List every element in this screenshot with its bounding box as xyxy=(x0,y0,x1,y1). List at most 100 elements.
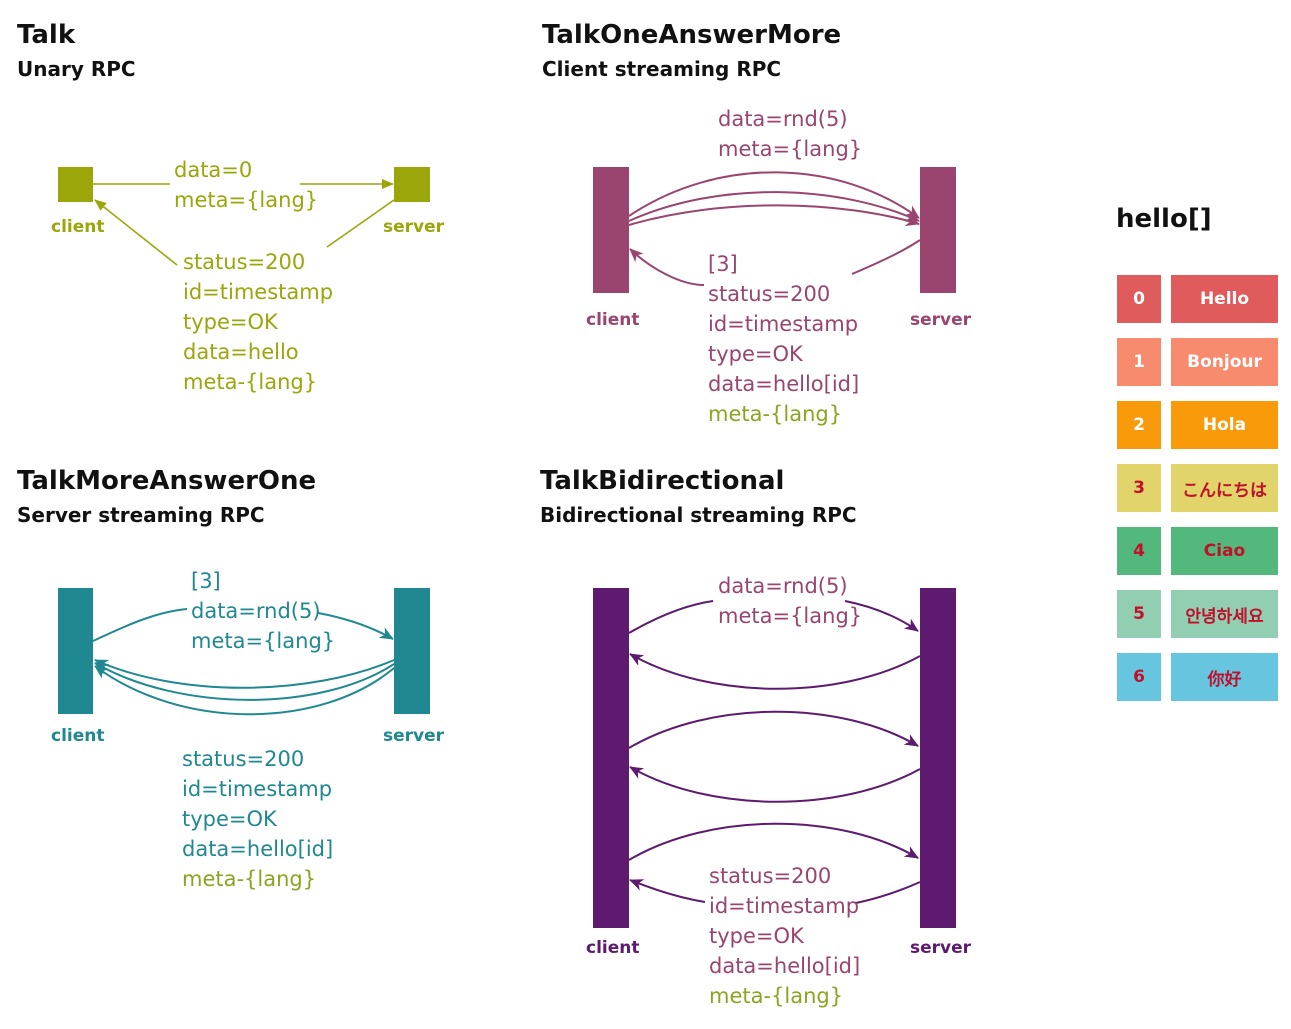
oam-response-line: id=timestamp xyxy=(708,312,859,336)
talk-request-message: data=0 meta={lang} xyxy=(174,155,318,215)
oam-response-line: type=OK xyxy=(708,342,803,366)
mao-request-arrow-left xyxy=(92,608,188,642)
oam-response-line: data=hello[id] xyxy=(708,372,860,396)
talk-subtitle: Unary RPC xyxy=(17,57,136,81)
mao-diagram xyxy=(58,588,430,716)
talk-server-box xyxy=(394,167,430,202)
mao-client-bar xyxy=(58,588,93,714)
oam-server-bar xyxy=(920,167,956,293)
hello-value-cell: Hola xyxy=(1171,401,1278,449)
bidi-response-line: type=OK xyxy=(709,924,804,948)
bidi-request-arrow-2 xyxy=(628,710,919,749)
talk-client-label: client xyxy=(51,217,105,237)
mao-response-arrow-2 xyxy=(94,662,395,701)
bidi-response-arrow-3 xyxy=(629,879,706,903)
mao-request-line: [3] xyxy=(191,569,221,593)
mao-request-arrow xyxy=(317,612,394,640)
mao-server-label: server xyxy=(383,726,445,746)
mao-response-line: status=200 xyxy=(182,747,305,771)
oam-response-line: [3] xyxy=(708,252,738,276)
mao-response-message: status=200 id=timestamp type=OK data=hel… xyxy=(182,744,333,894)
mao-client-label: client xyxy=(51,726,105,746)
talk-response-line: data=hello xyxy=(183,340,299,364)
oam-title: TalkOneAnswerMore xyxy=(542,20,842,50)
talk-response-message: status=200 id=timestamp type=OK data=hel… xyxy=(183,247,333,397)
talk-response-arrow xyxy=(94,199,178,266)
oam-client-bar xyxy=(593,167,629,293)
talk-response-line: status=200 xyxy=(183,250,306,274)
hello-index-cell: 3 xyxy=(1117,464,1161,512)
oam-client-label: client xyxy=(586,310,640,330)
bidi-response-line: id=timestamp xyxy=(709,894,860,918)
talk-server-label: server xyxy=(383,217,445,237)
talk-request-line: data=0 xyxy=(174,158,253,182)
hello-index-cell: 4 xyxy=(1117,527,1161,575)
bidi-diagram xyxy=(593,588,956,928)
mao-request-message: [3] data=rnd(5) meta={lang} xyxy=(191,566,335,656)
talk-response-line: id=timestamp xyxy=(183,280,334,304)
hello-value-cell: Ciao xyxy=(1171,527,1278,575)
hello-index-cell: 5 xyxy=(1117,590,1161,638)
talk-client-box xyxy=(58,167,93,202)
mao-response-line: data=hello[id] xyxy=(182,837,334,861)
oam-request-line: meta={lang} xyxy=(718,137,863,161)
oam-diagram xyxy=(593,167,956,293)
oam-request-arrow-2 xyxy=(628,191,920,222)
talk-request-line: meta={lang} xyxy=(174,188,319,212)
talk-response-line: meta-{lang} xyxy=(183,370,318,394)
bidi-response-arrow-3-right xyxy=(855,881,921,904)
bidi-server-label: server xyxy=(910,938,972,958)
talk-response-line: type=OK xyxy=(183,310,278,334)
hello-index-cell: 2 xyxy=(1117,401,1161,449)
oam-server-label: server xyxy=(910,310,972,330)
bidi-response-line: meta-{lang} xyxy=(709,984,844,1008)
bidi-response-line: data=hello[id] xyxy=(709,954,861,978)
hello-value-cell: Bonjour xyxy=(1171,338,1278,386)
mao-subtitle: Server streaming RPC xyxy=(17,503,265,527)
oam-request-line: data=rnd(5) xyxy=(718,107,848,131)
hello-value-cell: Hello xyxy=(1171,275,1278,323)
oam-response-line: meta-{lang} xyxy=(708,402,843,426)
hello-index-cell: 1 xyxy=(1117,338,1161,386)
bidi-subtitle: Bidirectional streaming RPC xyxy=(540,503,857,527)
mao-request-line: data=rnd(5) xyxy=(191,599,321,623)
mao-response-arrow-1 xyxy=(94,659,395,689)
hello-value-cell: 你好 xyxy=(1171,653,1278,701)
talk-response-arrow-right xyxy=(326,199,395,248)
bidi-title: TalkBidirectional xyxy=(540,466,785,496)
mao-response-arrow-3 xyxy=(94,665,395,716)
oam-request-arrow-1 xyxy=(628,171,920,219)
hello-array-title: hello[] xyxy=(1116,204,1212,234)
bidi-server-bar xyxy=(920,588,956,928)
hello-index-cell: 6 xyxy=(1117,653,1161,701)
hello-index-cell: 0 xyxy=(1117,275,1161,323)
bidi-client-label: client xyxy=(586,938,640,958)
talk-diagram xyxy=(58,167,430,266)
bidi-response-line: status=200 xyxy=(709,864,832,888)
bidi-client-bar xyxy=(593,588,629,928)
mao-response-line: meta-{lang} xyxy=(182,867,317,891)
oam-request-message: data=rnd(5) meta={lang} xyxy=(718,104,862,164)
oam-subtitle: Client streaming RPC xyxy=(542,57,782,81)
bidi-request-line: data=rnd(5) xyxy=(718,574,848,598)
talk-title: Talk xyxy=(17,20,76,50)
mao-title: TalkMoreAnswerOne xyxy=(17,466,317,496)
bidi-request-arrow-1 xyxy=(844,600,919,632)
hello-value-cell: こんにちは xyxy=(1171,464,1278,512)
bidi-request-message: data=rnd(5) meta={lang} xyxy=(718,571,862,631)
oam-response-line: status=200 xyxy=(708,282,831,306)
hello-value-cell: 안녕하세요 xyxy=(1171,590,1278,638)
bidi-request-line: meta={lang} xyxy=(718,604,863,628)
mao-server-bar xyxy=(394,588,430,714)
oam-response-message: [3] status=200 id=timestamp type=OK data… xyxy=(708,249,859,429)
oam-response-arrow-right xyxy=(851,239,921,275)
oam-response-arrow xyxy=(629,248,705,286)
bidi-request-arrow-1-left xyxy=(628,600,714,634)
bidi-response-arrow-2 xyxy=(629,766,921,803)
bidi-request-arrow-3 xyxy=(628,822,919,861)
bidi-response-message: status=200 id=timestamp type=OK data=hel… xyxy=(709,861,860,1011)
mao-response-line: type=OK xyxy=(182,807,277,831)
mao-request-line: meta={lang} xyxy=(191,629,336,653)
mao-response-line: id=timestamp xyxy=(182,777,333,801)
bidi-response-arrow-1 xyxy=(629,653,921,690)
